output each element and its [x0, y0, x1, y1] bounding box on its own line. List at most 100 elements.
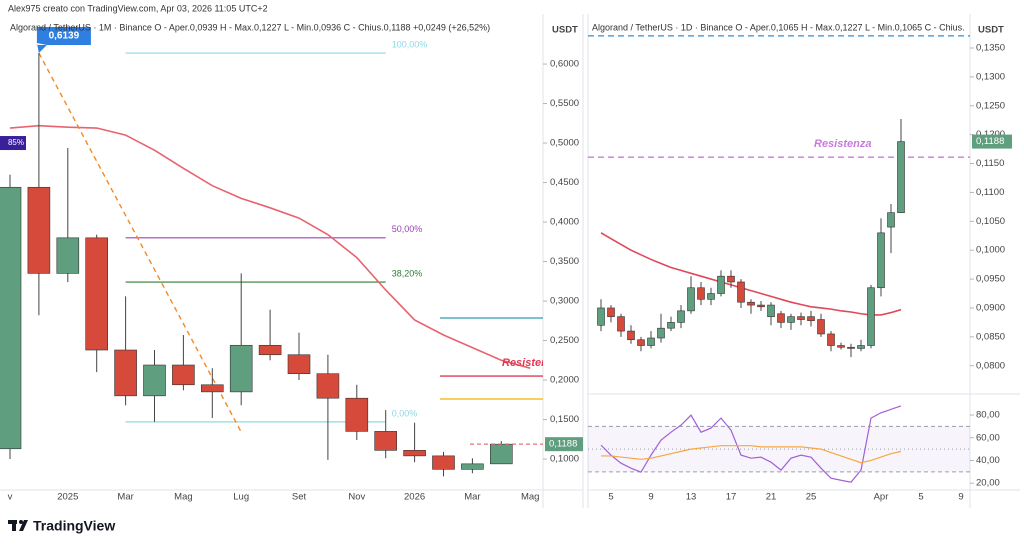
- candle-body: [627, 330, 635, 341]
- candle-body: [657, 327, 665, 339]
- candle-body: [403, 450, 426, 457]
- candle-body: [737, 281, 745, 303]
- logo: TradingView: [8, 518, 115, 534]
- x-tick-label: 2025: [57, 492, 78, 503]
- candle-body: [777, 313, 785, 323]
- y-tick-label: 80,00: [976, 410, 1000, 421]
- daily-plot: Resistenza: [588, 35, 970, 483]
- candle-body: [797, 316, 805, 320]
- fib-label: 100,00%: [392, 39, 428, 49]
- y-axis-title: USDT: [552, 25, 578, 36]
- candle-body: [287, 354, 311, 375]
- moving-average: [600, 232, 902, 316]
- x-tick-label: Lug: [233, 492, 249, 503]
- candle-body: [717, 275, 725, 294]
- chart-title: Algorand / TetherUS · 1D · Binance O - A…: [592, 22, 965, 32]
- title-clip: Algorand / TetherUS · 1D · Binance O - A…: [592, 22, 965, 32]
- fib-label: 38,20%: [392, 268, 423, 278]
- y-tick-label: 40,00: [976, 455, 1000, 466]
- x-tick-label: 9: [958, 492, 963, 503]
- candle-body: [56, 237, 80, 274]
- candle-body: [489, 443, 513, 465]
- candle-body: [172, 364, 195, 386]
- y-tick-label: 0,3500: [550, 256, 579, 267]
- candle-body: [837, 345, 845, 348]
- candle-body: [597, 307, 605, 326]
- y-tick-label: 0,1500: [550, 414, 579, 425]
- candle-body: [787, 316, 795, 323]
- x-tick-label: Mar: [117, 492, 133, 503]
- rsi-line: [601, 445, 902, 464]
- candle-body: [767, 304, 775, 317]
- badge-box: [0, 136, 26, 151]
- y-tick-label: 0,6000: [550, 59, 579, 70]
- logo-icon: [19, 520, 23, 524]
- candle-body: [727, 275, 735, 283]
- candle-body: [877, 232, 885, 289]
- x-tick-label: Set: [292, 492, 307, 503]
- x-tick-label: Mag: [521, 492, 539, 503]
- x-tick-label: Apr: [874, 492, 889, 503]
- x-tick-label: 9: [648, 492, 653, 503]
- candle-body: [817, 319, 825, 335]
- candle-body: [887, 212, 895, 228]
- badge-label: 85%: [8, 138, 24, 147]
- candle-body: [847, 346, 855, 349]
- candle-body: [229, 344, 253, 393]
- brand: TradingView: [33, 518, 115, 534]
- candle-body: [316, 373, 340, 399]
- x-tick-label: v: [8, 492, 13, 503]
- y-tick-label: 20,00: [976, 478, 1000, 489]
- candle-body: [374, 431, 398, 451]
- y-tick-label: 0,4000: [550, 217, 579, 228]
- y-tick-label: 0,1000: [550, 454, 579, 465]
- x-tick-label: Mar: [464, 492, 480, 503]
- x-tick-label: 5: [608, 492, 613, 503]
- candle-body: [857, 345, 865, 349]
- candle-body: [747, 301, 755, 306]
- y-tick-label: 0,1250: [976, 100, 1005, 111]
- y-tick-label: 0,0950: [976, 274, 1005, 285]
- candle-body: [757, 304, 765, 308]
- candle-body: [432, 455, 455, 470]
- candle-body: [667, 322, 675, 329]
- fib-label: 50,00%: [392, 224, 423, 234]
- header: Alex975 creato con TradingView.com, Apr …: [8, 3, 268, 13]
- y-tick-label: 0,1150: [976, 158, 1004, 169]
- candle-body: [114, 349, 137, 397]
- y-tick-label: 0,0800: [976, 360, 1005, 371]
- x-tick-label: 2026: [404, 492, 425, 503]
- x-tick-label: 25: [806, 492, 817, 503]
- y-axis-title: USDT: [978, 25, 1004, 36]
- price-label: 0,1188: [549, 439, 577, 450]
- candle-body: [707, 293, 715, 300]
- y-tick-label: 0,1350: [976, 43, 1005, 54]
- candle-body: [687, 287, 695, 312]
- candle-body: [867, 287, 875, 346]
- candle-body: [617, 316, 625, 332]
- candle-body: [201, 384, 224, 393]
- y-tick-label: 0,5000: [550, 138, 579, 149]
- x-tick-label: 13: [686, 492, 697, 503]
- y-tick-label: 0,5500: [550, 98, 579, 109]
- price-label-box: [972, 134, 1012, 149]
- level-label: Resistenza: [502, 357, 559, 369]
- axes: USDT 0,1000 0,1500 0,2000 0,2500 0,3000 0,3500…: [8, 25, 1012, 503]
- monthly-plot: 100,00% 50,00% 38,20% 0,00% Resistenza 85%: [0, 39, 559, 477]
- candle-body: [827, 333, 835, 346]
- logo-icon: [19, 520, 28, 531]
- moving-average: [9, 124, 531, 369]
- x-tick-label: 5: [918, 492, 923, 503]
- candle-body: [807, 316, 815, 321]
- candle-body: [345, 397, 369, 432]
- y-tick-label: 0,1300: [976, 71, 1005, 82]
- candle-body: [697, 287, 705, 300]
- x-tick-label: 21: [766, 492, 777, 503]
- price-label-box: [545, 437, 583, 452]
- y-tick-label: 0,2500: [550, 335, 579, 346]
- y-tick-label: 0,1050: [976, 216, 1005, 227]
- high-label: 0,6139: [49, 31, 80, 42]
- x-tick-label: 17: [726, 492, 737, 503]
- x-tick-label: Mag: [174, 492, 192, 503]
